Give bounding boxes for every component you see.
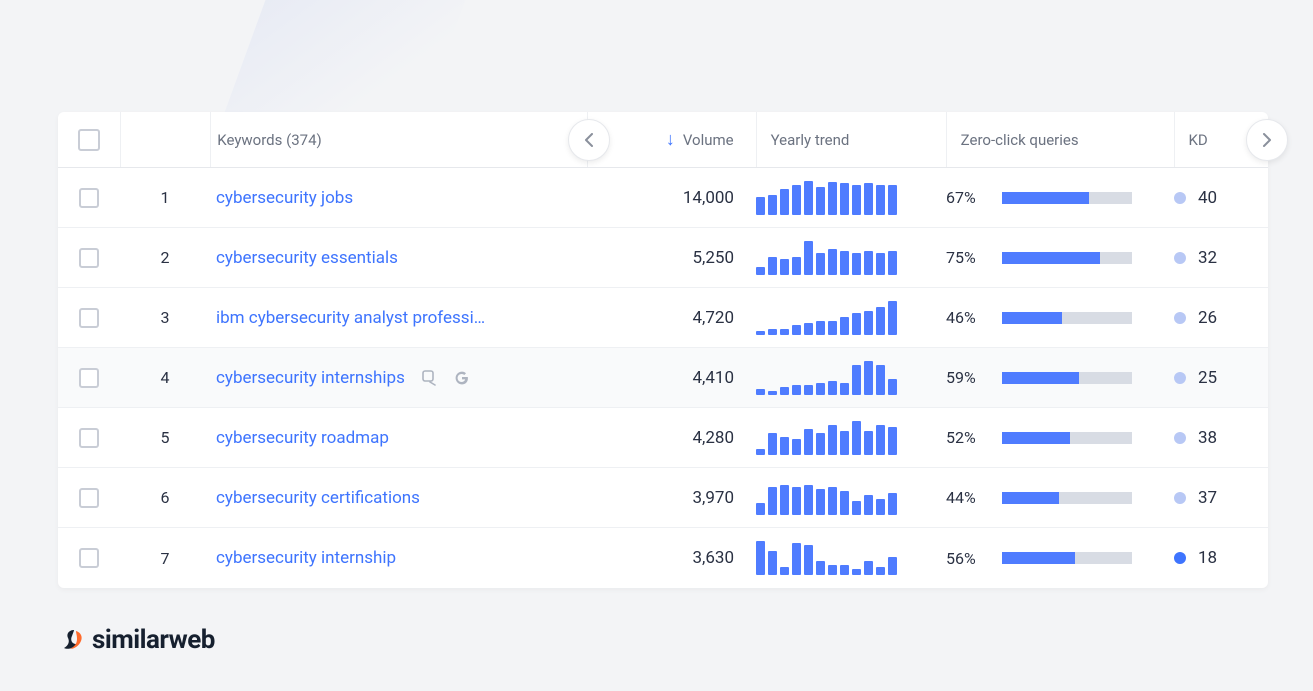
keyword-link[interactable]: cybersecurity jobs xyxy=(216,188,353,208)
scroll-left-button[interactable] xyxy=(568,119,610,161)
zero-click-percent: 46% xyxy=(946,308,986,327)
zero-click-bar xyxy=(1002,252,1132,264)
sort-desc-icon[interactable]: ↓ xyxy=(666,129,675,150)
header-keywords[interactable]: Keywords (374) xyxy=(217,131,322,149)
table-header: Keywords (374) ↓ Volume Yearly trend Zer… xyxy=(58,112,1268,168)
table-row[interactable]: 1 cybersecurity jobs 14,000 67% 40 xyxy=(58,168,1268,228)
row-checkbox[interactable] xyxy=(79,368,99,388)
chevron-right-icon xyxy=(1262,133,1272,147)
table-row[interactable]: 2 cybersecurity essentials 5,250 75% 32 xyxy=(58,228,1268,288)
keyword-link[interactable]: cybersecurity essentials xyxy=(216,248,398,268)
volume-value: 4,280 xyxy=(692,428,734,448)
keyword-link[interactable]: cybersecurity roadmap xyxy=(216,428,389,448)
header-trend[interactable]: Yearly trend xyxy=(757,131,850,149)
zero-click-percent: 75% xyxy=(946,248,986,267)
zero-click-percent: 44% xyxy=(946,488,986,507)
row-number: 6 xyxy=(161,488,170,507)
row-action-icons xyxy=(421,369,471,387)
kd-indicator-dot xyxy=(1174,552,1186,564)
table-row[interactable]: 4 cybersecurity internships 4,410 59% 25 xyxy=(58,348,1268,408)
kd-indicator-dot xyxy=(1174,252,1186,264)
zero-click-percent: 59% xyxy=(946,368,986,387)
zero-click-percent: 56% xyxy=(946,549,986,568)
volume-value: 4,410 xyxy=(692,368,734,388)
scroll-right-button[interactable] xyxy=(1246,119,1288,161)
kd-value: 32 xyxy=(1198,248,1217,268)
kd-value: 37 xyxy=(1198,488,1217,508)
zero-click-bar xyxy=(1002,192,1132,204)
table-row[interactable]: 5 cybersecurity roadmap 4,280 52% 38 xyxy=(58,408,1268,468)
trend-sparkline xyxy=(756,541,906,575)
trend-sparkline xyxy=(756,421,906,455)
row-number: 2 xyxy=(161,248,170,267)
table-row[interactable]: 3 ibm cybersecurity analyst professi… 4,72… xyxy=(58,288,1268,348)
volume-value: 3,970 xyxy=(692,488,734,508)
zero-click-bar xyxy=(1002,492,1132,504)
row-number: 3 xyxy=(161,308,170,327)
keyword-link[interactable]: cybersecurity internships xyxy=(216,368,405,388)
open-external-icon[interactable] xyxy=(421,369,439,387)
trend-sparkline xyxy=(756,481,906,515)
kd-indicator-dot xyxy=(1174,432,1186,444)
chevron-left-icon xyxy=(584,133,594,147)
kd-indicator-dot xyxy=(1174,312,1186,324)
volume-value: 5,250 xyxy=(692,248,734,268)
row-checkbox[interactable] xyxy=(79,488,99,508)
volume-value: 3,630 xyxy=(692,548,734,568)
kd-value: 38 xyxy=(1198,428,1217,448)
zero-click-bar xyxy=(1002,312,1132,324)
trend-sparkline xyxy=(756,181,906,215)
kd-value: 18 xyxy=(1198,548,1217,568)
row-number: 5 xyxy=(161,428,170,447)
header-zero[interactable]: Zero-click queries xyxy=(947,131,1079,149)
kd-indicator-dot xyxy=(1174,372,1186,384)
row-checkbox[interactable] xyxy=(79,248,99,268)
kd-value: 25 xyxy=(1198,368,1217,388)
row-number: 1 xyxy=(161,188,170,207)
row-checkbox[interactable] xyxy=(79,188,99,208)
keyword-link[interactable]: cybersecurity internship xyxy=(216,548,396,568)
kd-indicator-dot xyxy=(1174,192,1186,204)
brand-name: similarweb xyxy=(92,625,215,655)
header-volume[interactable]: Volume xyxy=(683,131,734,149)
header-kd[interactable]: KD xyxy=(1175,131,1208,149)
kd-value: 26 xyxy=(1198,308,1217,328)
table-row[interactable]: 7 cybersecurity internship 3,630 56% 18 xyxy=(58,528,1268,588)
volume-value: 4,720 xyxy=(692,308,734,328)
zero-click-percent: 67% xyxy=(946,188,986,207)
keywords-table: Keywords (374) ↓ Volume Yearly trend Zer… xyxy=(58,112,1268,588)
zero-click-percent: 52% xyxy=(946,428,986,447)
zero-click-bar xyxy=(1002,432,1132,444)
row-number: 7 xyxy=(161,549,170,568)
volume-value: 14,000 xyxy=(683,188,734,208)
row-checkbox[interactable] xyxy=(79,428,99,448)
similarweb-logo-icon xyxy=(62,628,86,652)
table-row[interactable]: 6 cybersecurity certifications 3,970 44% 37 xyxy=(58,468,1268,528)
google-icon[interactable] xyxy=(453,369,471,387)
trend-sparkline xyxy=(756,241,906,275)
keyword-link[interactable]: ibm cybersecurity analyst professi… xyxy=(216,308,485,328)
zero-click-bar xyxy=(1002,372,1132,384)
kd-value: 40 xyxy=(1198,188,1217,208)
row-number: 4 xyxy=(161,368,170,387)
trend-sparkline xyxy=(756,361,906,395)
table-body: 1 cybersecurity jobs 14,000 67% 40 2 cybersecu… xyxy=(58,168,1268,588)
select-all-checkbox[interactable] xyxy=(78,129,100,151)
divider xyxy=(120,112,121,167)
brand-logo: similarweb xyxy=(62,625,215,655)
trend-sparkline xyxy=(756,301,906,335)
zero-click-bar xyxy=(1002,552,1132,564)
kd-indicator-dot xyxy=(1174,492,1186,504)
row-checkbox[interactable] xyxy=(79,308,99,328)
row-checkbox[interactable] xyxy=(79,548,99,568)
keyword-link[interactable]: cybersecurity certifications xyxy=(216,488,420,508)
